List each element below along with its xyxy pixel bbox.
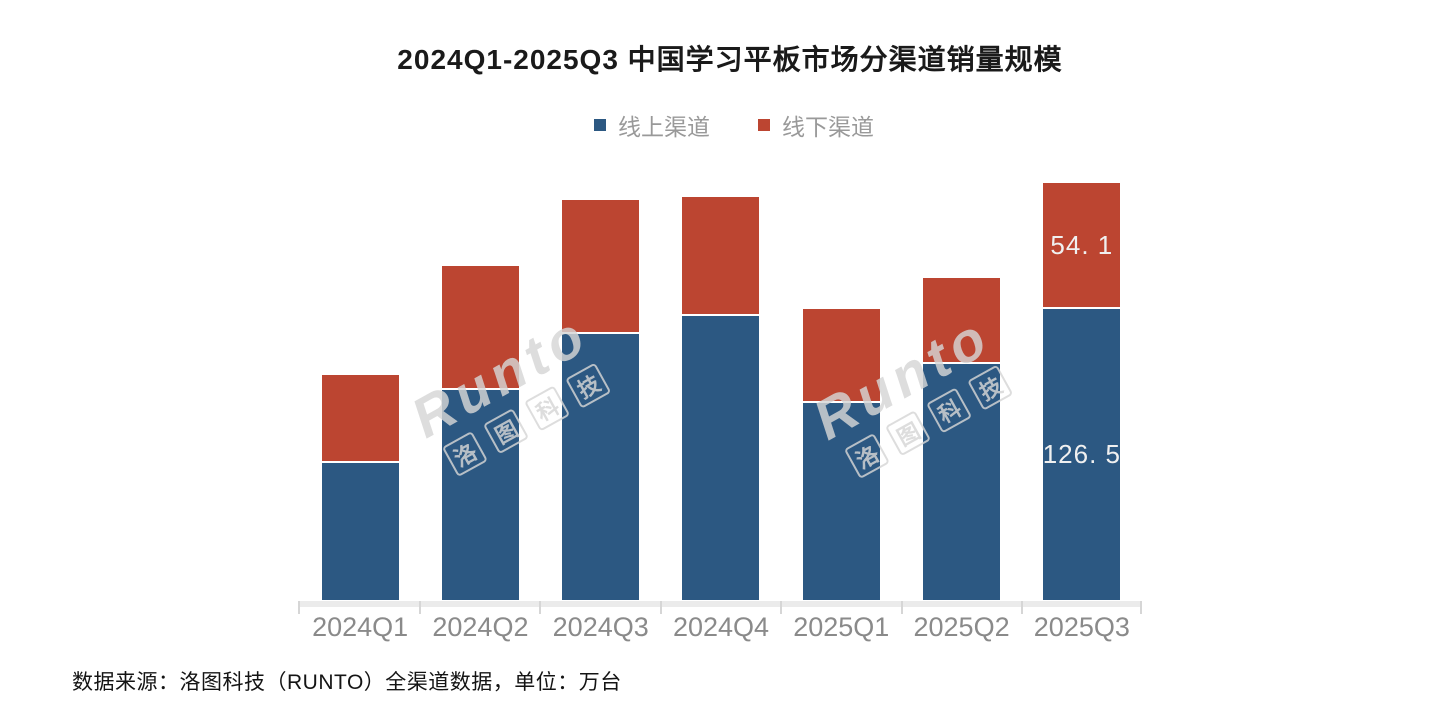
x-axis-tick [539,601,541,614]
x-axis-label-2024Q3: 2024Q3 [552,612,649,642]
segment-divider [682,314,760,316]
bar-segment-offline-2025Q3: 54. 1 [1043,183,1121,307]
segment-divider [441,388,519,390]
stacked-bar-2024Q3 [562,200,640,600]
stacked-bar-2025Q1 [802,309,880,600]
bar-column-2025Q2 [901,180,1021,600]
x-axis-label-2024Q1: 2024Q1 [312,612,409,642]
bar-segment-offline-2024Q4 [682,197,760,314]
bar-column-2024Q2 [420,180,540,600]
bar-segment-online-2025Q2 [923,364,1001,600]
legend-label: 线上渠道 [618,114,710,140]
bar-column-2025Q3: 54. 1 126. 5 [1022,180,1142,600]
x-axis-label-2025Q3: 2025Q3 [1033,612,1130,642]
legend: 线上渠道 线下渠道 [14,108,1440,142]
x-axis-tick [1021,601,1023,614]
bar-segment-offline-2024Q3 [562,200,640,332]
segment-divider [562,332,640,334]
segment-divider [321,461,399,463]
bar-column-2024Q3 [541,180,661,600]
x-axis-labels: 2024Q1 2024Q2 2024Q3 2024Q4 2025Q1 2025Q2 2025… [300,612,1142,643]
stacked-bar-2025Q2 [923,278,1001,600]
bar-segment-online-2024Q3 [562,334,640,600]
x-axis-tick [419,601,421,614]
value-label-offline: 54. 1 [1050,229,1114,260]
x-axis-label-2025Q1: 2025Q1 [793,612,890,642]
bar-segment-online-2025Q1 [802,403,880,600]
bar-segment-online-2024Q4 [682,316,760,600]
legend-label: 线下渠道 [782,114,874,140]
stacked-bar-2024Q4 [682,197,760,600]
source-note: 数据来源：洛图科技（RUNTO）全渠道数据，单位：万台 [72,671,622,694]
x-axis-label-2025Q2: 2025Q2 [913,612,1010,642]
value-label-online: 126. 5 [1042,439,1121,469]
segment-divider [1043,307,1121,309]
legend-item-online: 线上渠道 [594,108,710,142]
stacked-bar-2024Q1 [321,375,399,600]
segment-divider [923,362,1001,364]
bar-segment-online-2024Q1 [321,463,399,600]
bar-column-2024Q1 [300,180,420,600]
x-axis-tick [660,601,662,614]
x-axis-label-2024Q4: 2024Q4 [672,612,770,642]
bar-segment-offline-2024Q1 [321,375,399,461]
bar-segment-offline-2024Q2 [441,266,519,388]
bar-column-2024Q4 [661,180,781,600]
segment-divider [802,401,880,403]
legend-item-offline: 线下渠道 [758,108,874,142]
bar-segment-online-2024Q2 [441,390,519,600]
x-axis-tick [298,601,300,614]
bar-column-2025Q1 [781,180,901,600]
x-axis-line [298,601,1142,614]
x-axis-label-2024Q2: 2024Q2 [432,612,529,642]
legend-swatch-icon [594,119,606,131]
legend-swatch-icon [758,119,770,131]
x-axis-tick [1140,601,1142,614]
bar-segment-offline-2025Q1 [802,309,880,401]
stacked-bar-2025Q3: 54. 1 126. 5 [1042,183,1121,600]
stacked-bar-2024Q2 [441,266,519,600]
bar-segment-offline-2025Q2 [923,278,1001,362]
plot-area: 54. 1 126. 5 [300,180,1142,600]
chart-title: 2024Q1-2025Q3 中国学习平板市场分渠道销量规模 [397,44,1063,75]
x-axis-tick [780,601,782,614]
bar-segment-online-2025Q3: 126. 5 [1042,309,1121,600]
x-axis-tick [901,601,903,614]
